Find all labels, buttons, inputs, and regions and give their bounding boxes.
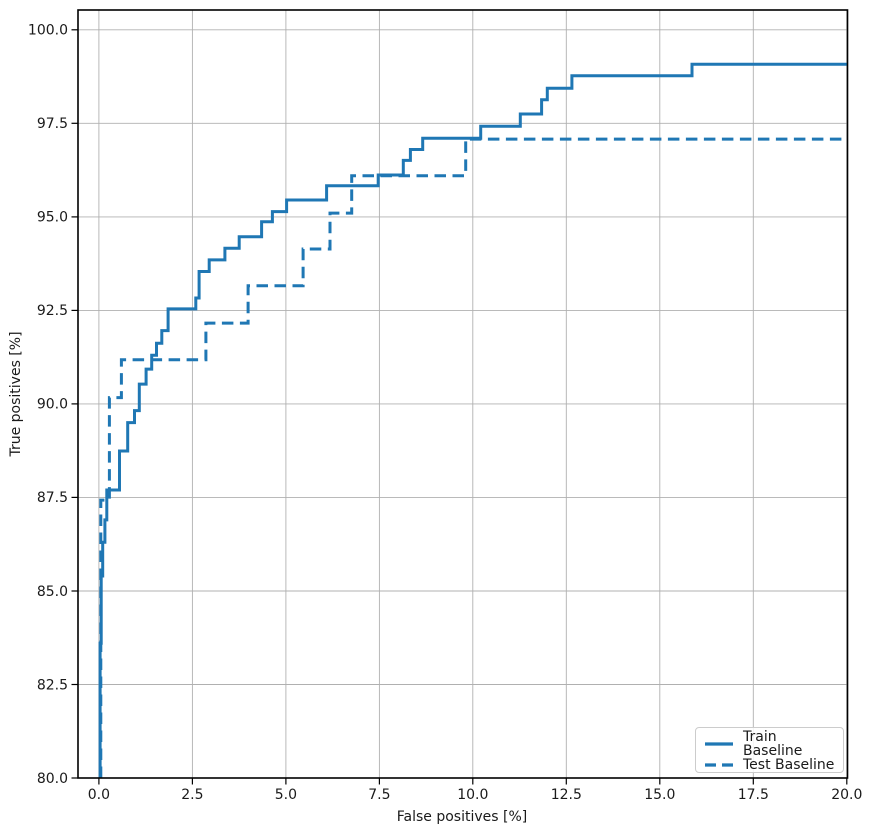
grid-lines <box>78 10 848 779</box>
solid-line-sample-icon <box>705 742 733 746</box>
y-tick-label: 97.5 <box>37 116 68 132</box>
axis-tick-labels: 0.0 2.5 5.0 7.5 10.0 12.5 15.0 17.5 20.0 80.0 82.5… <box>28 23 862 803</box>
x-tick-label: 7.5 <box>368 787 390 803</box>
x-tick-label: 15.0 <box>644 787 675 803</box>
x-tick-label: 20.0 <box>831 787 862 803</box>
y-tick-label: 87.5 <box>37 490 68 506</box>
x-tick-label: 2.5 <box>181 787 203 803</box>
curves <box>98 62 848 778</box>
legend-entry-train: Train Baseline <box>704 730 835 758</box>
y-tick-label: 95.0 <box>37 210 68 226</box>
x-tick-label: 12.5 <box>551 787 582 803</box>
legend-entry-test: Test Baseline <box>704 758 835 772</box>
test-baseline-curve <box>99 137 848 778</box>
y-axis-label: True positives [%] <box>8 331 24 457</box>
train-baseline-curve <box>98 62 848 778</box>
y-tick-label: 85.0 <box>37 584 68 600</box>
x-tick-label: 10.0 <box>457 787 488 803</box>
legend-label-test: Test Baseline <box>743 757 835 773</box>
legend-label-train: Train Baseline <box>743 729 803 759</box>
y-tick-label: 90.0 <box>37 397 68 413</box>
axis-ticks <box>71 29 848 785</box>
dashed-line-sample-icon <box>705 763 733 767</box>
y-tick-label: 80.0 <box>37 771 68 787</box>
y-tick-label: 92.5 <box>37 303 68 319</box>
plot-frame <box>77 9 849 779</box>
x-tick-label: 0.0 <box>88 787 110 803</box>
legend: Train Baseline Test Baseline <box>695 727 844 773</box>
y-tick-label: 100.0 <box>28 23 68 39</box>
y-tick-label: 82.5 <box>37 677 68 693</box>
x-tick-label: 5.0 <box>275 787 297 803</box>
x-axis-label: False positives [%] <box>397 809 527 825</box>
x-tick-label: 17.5 <box>738 787 769 803</box>
